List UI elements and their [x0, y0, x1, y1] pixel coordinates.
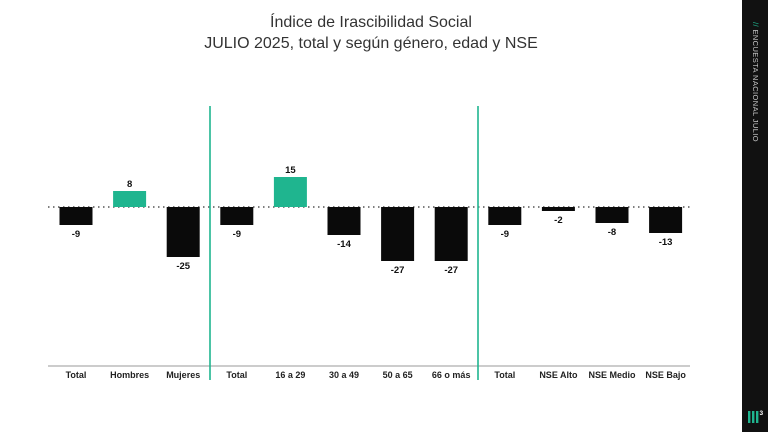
- x-tick-label: Total: [494, 370, 515, 380]
- data-label: -27: [444, 265, 458, 276]
- bar: [166, 207, 200, 257]
- x-tick-label: NSE Medio: [588, 370, 636, 380]
- bar: [59, 207, 93, 225]
- sidebar-label: // ENCUESTA NACIONAL JULIO: [751, 22, 760, 162]
- bar: [595, 207, 629, 223]
- x-tick-label: Total: [226, 370, 247, 380]
- x-tick-label: Total: [66, 370, 87, 380]
- x-tick-label: 66 o más: [432, 370, 471, 380]
- x-tick-label: NSE Bajo: [645, 370, 686, 380]
- bar: [327, 207, 361, 235]
- sidebar: // ENCUESTA NACIONAL JULIO 3: [742, 0, 768, 432]
- bar: [434, 207, 468, 261]
- brand-logo-icon: 3: [748, 410, 764, 423]
- x-tick-label: 30 a 49: [329, 370, 359, 380]
- data-label: 15: [285, 165, 296, 176]
- x-tick-label: NSE Alto: [539, 370, 578, 380]
- bar: [649, 207, 683, 233]
- data-label: -2: [554, 215, 562, 226]
- data-label: -9: [501, 229, 509, 240]
- svg-text:3: 3: [760, 410, 764, 417]
- sidebar-label-text: ENCUESTA NACIONAL JULIO: [751, 29, 760, 143]
- x-tick-label: Hombres: [110, 370, 149, 380]
- bar: [541, 207, 575, 211]
- data-label: -25: [176, 261, 190, 272]
- x-tick-label: 50 a 65: [383, 370, 413, 380]
- chart-subtitle: JULIO 2025, total y según género, edad y…: [204, 35, 538, 52]
- data-label: -13: [659, 237, 673, 248]
- data-label: -8: [608, 227, 616, 238]
- chart-title: Índice de Irascibilidad Social: [270, 14, 472, 31]
- data-label: -27: [391, 265, 405, 276]
- data-label: 8: [127, 179, 132, 190]
- x-tick-label: Mujeres: [166, 370, 200, 380]
- sidebar-prefix: //: [751, 22, 760, 27]
- bar-chart: -9 Total 8 Hombres -25 Mujeres -9 Total 15 16 a 2…: [48, 106, 690, 380]
- bar: [381, 207, 415, 261]
- x-tick-label: 16 a 29: [275, 370, 305, 380]
- data-label: -9: [233, 229, 241, 240]
- bar: [273, 177, 307, 207]
- chart-title-block: Índice de Irascibilidad Social JULIO 202…: [0, 12, 742, 54]
- bar: [113, 191, 147, 207]
- bar: [488, 207, 522, 225]
- data-label: -9: [72, 229, 80, 240]
- data-label: -14: [337, 239, 351, 250]
- bar: [220, 207, 254, 225]
